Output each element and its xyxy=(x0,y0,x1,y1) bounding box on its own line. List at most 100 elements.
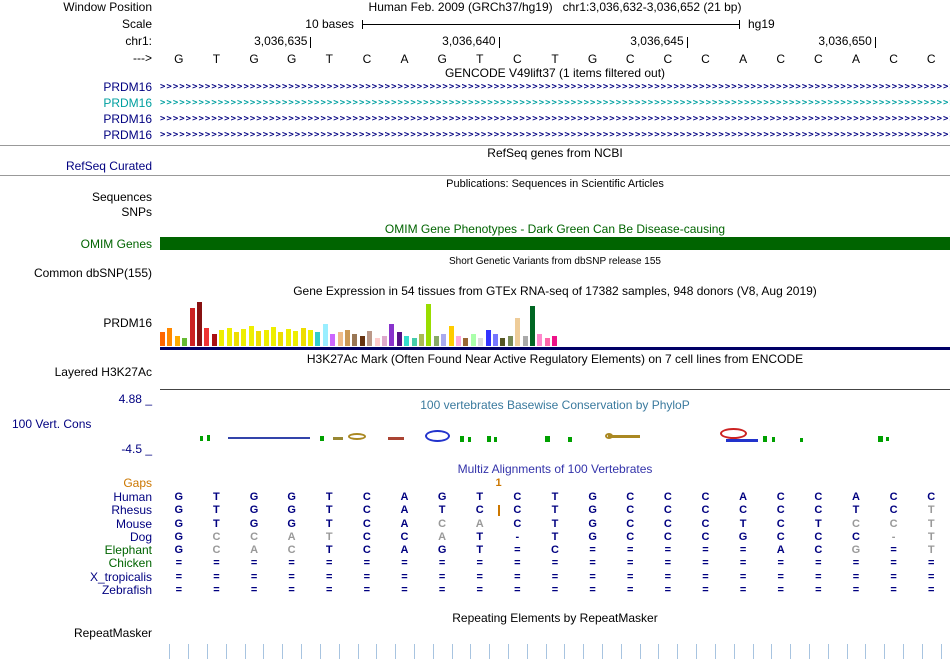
grid-line xyxy=(921,644,923,659)
aligned-base: = xyxy=(627,583,634,596)
aligned-base: = xyxy=(664,570,672,583)
aligned-base: C xyxy=(889,517,898,530)
base-letter: T xyxy=(476,52,484,66)
h3k27ac-title[interactable]: H3K27Ac Mark (Often Found Near Active Re… xyxy=(306,352,804,366)
aligned-base: = xyxy=(175,557,183,570)
species-label-x_tropicalis[interactable]: X_tropicalis xyxy=(89,569,152,584)
track-label-refseq-curated[interactable]: RefSeq Curated xyxy=(65,159,152,173)
base-letter: C xyxy=(513,52,522,66)
conservation-mark xyxy=(726,439,758,442)
track-label-gtex-prdm16[interactable]: PRDM16 xyxy=(103,316,152,330)
aligned-base: G xyxy=(287,491,296,503)
h3k27ac-baseline xyxy=(160,389,950,390)
gtex-bar xyxy=(352,334,358,346)
track-label-prdm16-4[interactable]: PRDM16 xyxy=(103,128,152,142)
aligned-base: = xyxy=(589,570,596,583)
gtex-title[interactable]: Gene Expression in 54 tissues from GTEx … xyxy=(293,284,817,298)
aligned-base: = xyxy=(213,570,220,583)
track-label-h3k27ac[interactable]: Layered H3K27Ac xyxy=(54,365,152,379)
species-label-human[interactable]: Human xyxy=(113,490,152,504)
conservation-mark xyxy=(568,437,572,442)
phylop-track xyxy=(160,408,950,458)
aligned-base: C xyxy=(701,491,710,503)
conservation-mark xyxy=(207,435,210,441)
omim-title[interactable]: OMIM Gene Phenotypes - Dark Green Can Be… xyxy=(384,222,726,236)
aligned-base: = xyxy=(664,544,672,556)
gtex-bar xyxy=(300,328,306,346)
track-label-repeatmasker[interactable]: RepeatMasker xyxy=(73,626,152,640)
omim-gene-bar[interactable] xyxy=(160,237,950,250)
species-label-rhesus[interactable]: Rhesus xyxy=(111,503,152,518)
base-letter: G xyxy=(587,52,598,66)
gtex-bar xyxy=(448,326,454,346)
aligned-base: T xyxy=(551,491,559,503)
gap-count: 1 xyxy=(495,477,502,489)
publications-title[interactable]: Publications: Sequences in Scientific Ar… xyxy=(446,178,664,190)
track-label-common-dbsnp[interactable]: Common dbSNP(155) xyxy=(33,266,152,280)
aligned-base: = xyxy=(363,557,371,570)
track-label-prdm16-3[interactable]: PRDM16 xyxy=(103,112,152,126)
aligned-base: = xyxy=(739,557,747,570)
gtex-bar xyxy=(404,336,410,346)
gtex-bar xyxy=(204,328,210,346)
aligned-base: T xyxy=(213,504,220,517)
aligned-base: C xyxy=(475,504,484,517)
gtex-bar xyxy=(315,332,321,346)
transcript-arrow-line[interactable]: >>>>>>>>>>>>>>>>>>>>>>>>>>>>>>>>>>>>>>>>… xyxy=(160,98,950,108)
aligned-base: C xyxy=(814,504,823,517)
aligned-base: A xyxy=(438,530,447,543)
species-label-zebrafish[interactable]: Zebrafish xyxy=(101,582,152,597)
assembly-label: hg19 xyxy=(748,17,775,31)
transcript-arrow-line[interactable]: >>>>>>>>>>>>>>>>>>>>>>>>>>>>>>>>>>>>>>>>… xyxy=(160,114,950,124)
conservation-mark xyxy=(763,436,767,442)
aligned-base: = xyxy=(890,544,897,556)
track-label-prdm16-1[interactable]: PRDM16 xyxy=(103,80,152,94)
gtex-bar xyxy=(433,336,439,346)
species-label-elephant[interactable]: Elephant xyxy=(104,543,152,557)
conservation-mark xyxy=(228,437,310,439)
aligned-base: T xyxy=(325,517,333,530)
base-letter: C xyxy=(889,52,898,66)
gtex-bar xyxy=(234,332,239,346)
position-row: 3,036,635 3,036,640 3,036,645 3,036,650 xyxy=(160,35,950,49)
aligned-base: T xyxy=(476,544,484,556)
transcript-arrow-line[interactable]: >>>>>>>>>>>>>>>>>>>>>>>>>>>>>>>>>>>>>>>>… xyxy=(160,82,950,92)
species-label-chicken[interactable]: Chicken xyxy=(108,556,152,571)
gtex-bar xyxy=(463,338,469,346)
alignment-row-elephant: G C A C T C A G T = C = = = = = A C G = T xyxy=(160,544,950,557)
multiz-title[interactable]: Multiz Alignments of 100 Vertebrates xyxy=(457,462,653,476)
dbsnp-title[interactable]: Short Genetic Variants from dbSNP releas… xyxy=(449,256,661,267)
repeatmasker-title[interactable]: Repeating Elements by RepeatMasker xyxy=(452,611,658,625)
track-label-omim-genes[interactable]: OMIM Genes xyxy=(80,237,152,251)
aligned-base: = xyxy=(627,544,634,556)
gencode-title[interactable]: GENCODE V49lift37 (1 items filtered out) xyxy=(444,66,666,80)
grid-line xyxy=(263,644,265,659)
grid-line xyxy=(169,644,171,659)
aligned-base: A xyxy=(400,544,409,556)
coordinate-label: 3,036,635 xyxy=(254,34,308,48)
aligned-base: G xyxy=(174,530,184,543)
track-label-100-vert-cons[interactable]: 100 Vert. Cons xyxy=(12,417,92,431)
track-label-prdm16-2[interactable]: PRDM16 xyxy=(103,96,152,110)
aligned-base: C xyxy=(889,491,898,503)
species-label-dog[interactable]: Dog xyxy=(129,529,152,544)
gtex-bar xyxy=(374,338,380,346)
transcript-arrow-line[interactable]: >>>>>>>>>>>>>>>>>>>>>>>>>>>>>>>>>>>>>>>>… xyxy=(160,130,950,140)
grid-line xyxy=(940,644,942,659)
gtex-bar xyxy=(211,334,217,346)
aligned-base: C xyxy=(776,504,785,517)
species-label-mouse[interactable]: Mouse xyxy=(115,516,152,531)
aligned-base: G xyxy=(249,517,259,530)
phylop-title[interactable]: 100 vertebrates Basewise Conservation by… xyxy=(420,398,690,412)
aligned-base: C xyxy=(250,530,259,543)
aligned-base: G xyxy=(588,530,597,543)
track-label-snps[interactable]: SNPs xyxy=(121,205,152,219)
track-label-gaps[interactable]: Gaps xyxy=(123,476,152,490)
aligned-base: C xyxy=(551,544,559,556)
aligned-base: G xyxy=(851,544,861,556)
base-letter: C xyxy=(362,52,372,66)
refseq-title[interactable]: RefSeq genes from NCBI xyxy=(487,146,623,160)
track-label-sequences[interactable]: Sequences xyxy=(91,190,152,204)
